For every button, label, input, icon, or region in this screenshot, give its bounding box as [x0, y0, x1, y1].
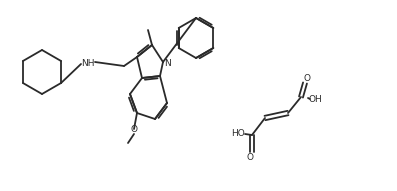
- Text: N: N: [164, 58, 170, 67]
- Text: OH: OH: [308, 95, 322, 104]
- Text: HO: HO: [231, 129, 245, 138]
- Text: O: O: [247, 152, 254, 162]
- Text: O: O: [131, 125, 137, 134]
- Text: O: O: [303, 74, 310, 83]
- Text: NH: NH: [81, 58, 95, 67]
